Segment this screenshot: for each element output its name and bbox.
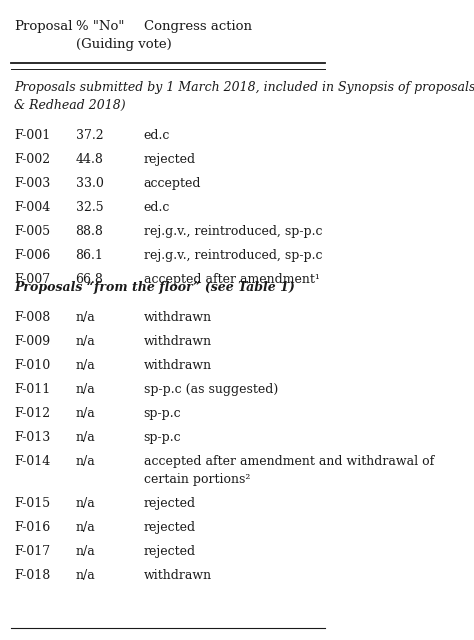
- Text: ed.c: ed.c: [144, 201, 170, 214]
- Text: n/a: n/a: [75, 407, 95, 420]
- Text: F-009: F-009: [14, 335, 50, 348]
- Text: n/a: n/a: [75, 359, 95, 372]
- Text: F-006: F-006: [14, 249, 50, 262]
- Text: Proposals “from the floor” (see Table 1): Proposals “from the floor” (see Table 1): [14, 281, 295, 294]
- Text: F-013: F-013: [14, 431, 50, 444]
- Text: n/a: n/a: [75, 431, 95, 444]
- Text: accepted after amendment and withdrawal of: accepted after amendment and withdrawal …: [144, 455, 434, 468]
- Text: F-004: F-004: [14, 201, 50, 214]
- Text: 86.1: 86.1: [75, 249, 103, 262]
- Text: withdrawn: withdrawn: [144, 311, 212, 324]
- Text: & Redhead 2018): & Redhead 2018): [14, 99, 126, 112]
- Text: 32.5: 32.5: [75, 201, 103, 214]
- Text: Proposals submitted by 1 March 2018, included in Synopsis of proposals (May: Proposals submitted by 1 March 2018, inc…: [14, 81, 474, 94]
- Text: F-008: F-008: [14, 311, 50, 324]
- Text: F-014: F-014: [14, 455, 50, 468]
- Text: withdrawn: withdrawn: [144, 569, 212, 582]
- Text: rejected: rejected: [144, 545, 196, 558]
- Text: F-007: F-007: [14, 273, 50, 286]
- Text: Proposal: Proposal: [14, 20, 73, 33]
- Text: withdrawn: withdrawn: [144, 359, 212, 372]
- Text: sp-p.c (as suggested): sp-p.c (as suggested): [144, 383, 278, 396]
- Text: rej.g.v., reintroduced, sp-p.c: rej.g.v., reintroduced, sp-p.c: [144, 225, 322, 238]
- Text: (Guiding vote): (Guiding vote): [75, 38, 171, 51]
- Text: 88.8: 88.8: [75, 225, 103, 238]
- Text: n/a: n/a: [75, 455, 95, 468]
- Text: F-002: F-002: [14, 153, 50, 166]
- Text: rejected: rejected: [144, 153, 196, 166]
- Text: rejected: rejected: [144, 521, 196, 534]
- Text: F-017: F-017: [14, 545, 50, 558]
- Text: 37.2: 37.2: [75, 129, 103, 142]
- Text: certain portions²: certain portions²: [144, 473, 250, 486]
- Text: n/a: n/a: [75, 335, 95, 348]
- Text: F-003: F-003: [14, 177, 50, 190]
- Text: F-012: F-012: [14, 407, 50, 420]
- Text: ed.c: ed.c: [144, 129, 170, 142]
- Text: % "No": % "No": [75, 20, 124, 33]
- Text: withdrawn: withdrawn: [144, 335, 212, 348]
- Text: n/a: n/a: [75, 383, 95, 396]
- Text: F-016: F-016: [14, 521, 50, 534]
- Text: rejected: rejected: [144, 497, 196, 510]
- Text: F-001: F-001: [14, 129, 50, 142]
- Text: 66.8: 66.8: [75, 273, 103, 286]
- Text: F-018: F-018: [14, 569, 50, 582]
- Text: 33.0: 33.0: [75, 177, 103, 190]
- Text: accepted after amendment¹: accepted after amendment¹: [144, 273, 319, 286]
- Text: sp-p.c: sp-p.c: [144, 407, 181, 420]
- Text: sp-p.c: sp-p.c: [144, 431, 181, 444]
- Text: accepted: accepted: [144, 177, 201, 190]
- Text: rej.g.v., reintroduced, sp-p.c: rej.g.v., reintroduced, sp-p.c: [144, 249, 322, 262]
- Text: n/a: n/a: [75, 497, 95, 510]
- Text: n/a: n/a: [75, 311, 95, 324]
- Text: n/a: n/a: [75, 569, 95, 582]
- Text: F-010: F-010: [14, 359, 50, 372]
- Text: 44.8: 44.8: [75, 153, 103, 166]
- Text: F-011: F-011: [14, 383, 50, 396]
- Text: n/a: n/a: [75, 545, 95, 558]
- Text: Congress action: Congress action: [144, 20, 252, 33]
- Text: F-015: F-015: [14, 497, 50, 510]
- Text: F-005: F-005: [14, 225, 50, 238]
- Text: n/a: n/a: [75, 521, 95, 534]
